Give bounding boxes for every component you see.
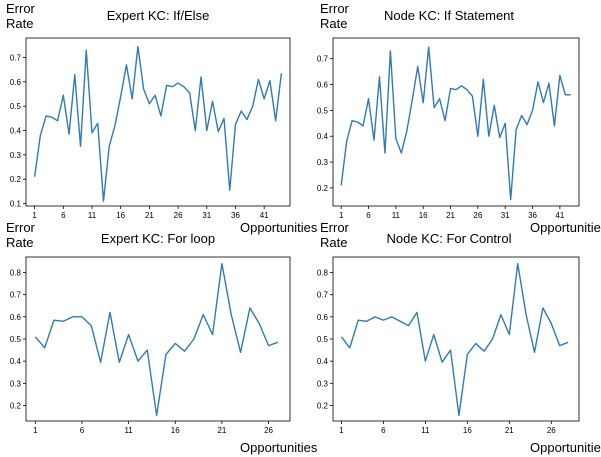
- x-tick-label: 11: [392, 211, 401, 220]
- x-tick-label: 21: [446, 211, 455, 220]
- x-tick-label: 6: [381, 426, 386, 435]
- y-tick-label: 0.6: [317, 313, 329, 322]
- y-tick-label: 0.4: [10, 357, 22, 366]
- y-tick-label: 0.8: [10, 269, 22, 278]
- x-axis-label: Opportunities: [530, 440, 601, 455]
- plot-frame: [332, 37, 580, 207]
- chart-title: Expert KC: For loop: [101, 231, 215, 246]
- y-axis-label: Rate: [6, 235, 33, 250]
- y-tick-label: 0.3: [317, 379, 329, 388]
- x-tick-label: 26: [547, 426, 556, 435]
- y-tick-label: 0.2: [10, 175, 22, 184]
- x-axis-label: Opportunities: [530, 220, 601, 235]
- x-tick-label: 6: [80, 426, 85, 435]
- x-tick-label: 36: [231, 211, 240, 220]
- x-tick-label: 21: [217, 426, 226, 435]
- x-tick-label: 41: [260, 211, 269, 220]
- x-tick-label: 16: [419, 211, 428, 220]
- y-axis-label: Rate: [320, 16, 347, 31]
- y-axis-label: Error: [320, 220, 350, 235]
- y-tick-label: 0.1: [10, 200, 22, 209]
- y-tick-label: 0.6: [317, 81, 329, 90]
- y-tick-label: 0.5: [10, 102, 22, 111]
- y-tick-label: 0.5: [317, 106, 329, 115]
- x-tick-label: 11: [421, 426, 430, 435]
- y-tick-label: 0.7: [10, 291, 22, 300]
- x-tick-label: 31: [202, 211, 211, 220]
- chart-title: Node KC: If Statement: [384, 8, 514, 23]
- x-tick-label: 11: [124, 426, 133, 435]
- x-tick-label: 21: [505, 426, 514, 435]
- x-tick-label: 21: [145, 211, 154, 220]
- x-tick-label: 26: [174, 211, 183, 220]
- y-tick-label: 0.4: [317, 132, 329, 141]
- y-tick-label: 0.5: [10, 335, 22, 344]
- x-tick-label: 6: [61, 211, 66, 220]
- error-rate-line: [340, 46, 571, 201]
- y-tick-label: 0.3: [10, 151, 22, 160]
- y-tick-label: 0.7: [317, 291, 329, 300]
- x-tick-label: 31: [501, 211, 510, 220]
- y-tick-label: 0.8: [317, 269, 329, 278]
- chart-title: Expert KC: If/Else: [107, 8, 210, 23]
- x-axis-label: Opportunities: [240, 440, 318, 455]
- x-tick-label: 16: [463, 426, 472, 435]
- x-tick-label: 6: [366, 211, 371, 220]
- y-tick-label: 0.3: [10, 379, 22, 388]
- x-tick-label: 16: [116, 211, 125, 220]
- x-tick-label: 26: [264, 426, 273, 435]
- error-rate-line: [33, 45, 283, 202]
- x-axis-label: Opportunities: [240, 220, 318, 235]
- x-tick-label: 36: [528, 211, 537, 220]
- x-tick-label: 1: [32, 211, 37, 220]
- plot-frame: [25, 37, 291, 207]
- y-tick-label: 0.2: [317, 184, 329, 193]
- error-rate-line: [340, 262, 569, 417]
- y-tick-label: 0.4: [10, 127, 22, 136]
- y-tick-label: 0.5: [317, 335, 329, 344]
- error-rate-line: [34, 262, 279, 417]
- x-tick-label: 26: [473, 211, 482, 220]
- y-tick-label: 0.4: [317, 357, 329, 366]
- y-axis-label: Error: [320, 1, 350, 16]
- y-tick-label: 0.2: [317, 401, 329, 410]
- y-tick-label: 0.6: [10, 313, 22, 322]
- x-tick-label: 41: [555, 211, 564, 220]
- y-axis-label: Rate: [320, 235, 347, 250]
- x-tick-label: 16: [171, 426, 180, 435]
- y-axis-label: Error: [6, 220, 36, 235]
- x-tick-label: 1: [339, 211, 344, 220]
- y-tick-label: 0.7: [317, 55, 329, 64]
- chart-panel-1: Expert KC: If/ElseErrorRateOpportunities…: [6, 1, 318, 235]
- chart-panel-2: Node KC: If StatementErrorRateOpportunit…: [317, 1, 601, 235]
- y-axis-label: Rate: [6, 16, 33, 31]
- x-tick-label: 1: [33, 426, 38, 435]
- y-tick-label: 0.2: [10, 401, 22, 410]
- plot-frame: [25, 256, 291, 422]
- y-axis-label: Error: [6, 1, 36, 16]
- chart-title: Node KC: For Control: [387, 231, 512, 246]
- y-tick-label: 0.3: [317, 158, 329, 167]
- x-tick-label: 1: [339, 426, 344, 435]
- y-tick-label: 0.7: [10, 53, 22, 62]
- y-tick-label: 0.6: [10, 78, 22, 87]
- x-tick-label: 11: [88, 211, 97, 220]
